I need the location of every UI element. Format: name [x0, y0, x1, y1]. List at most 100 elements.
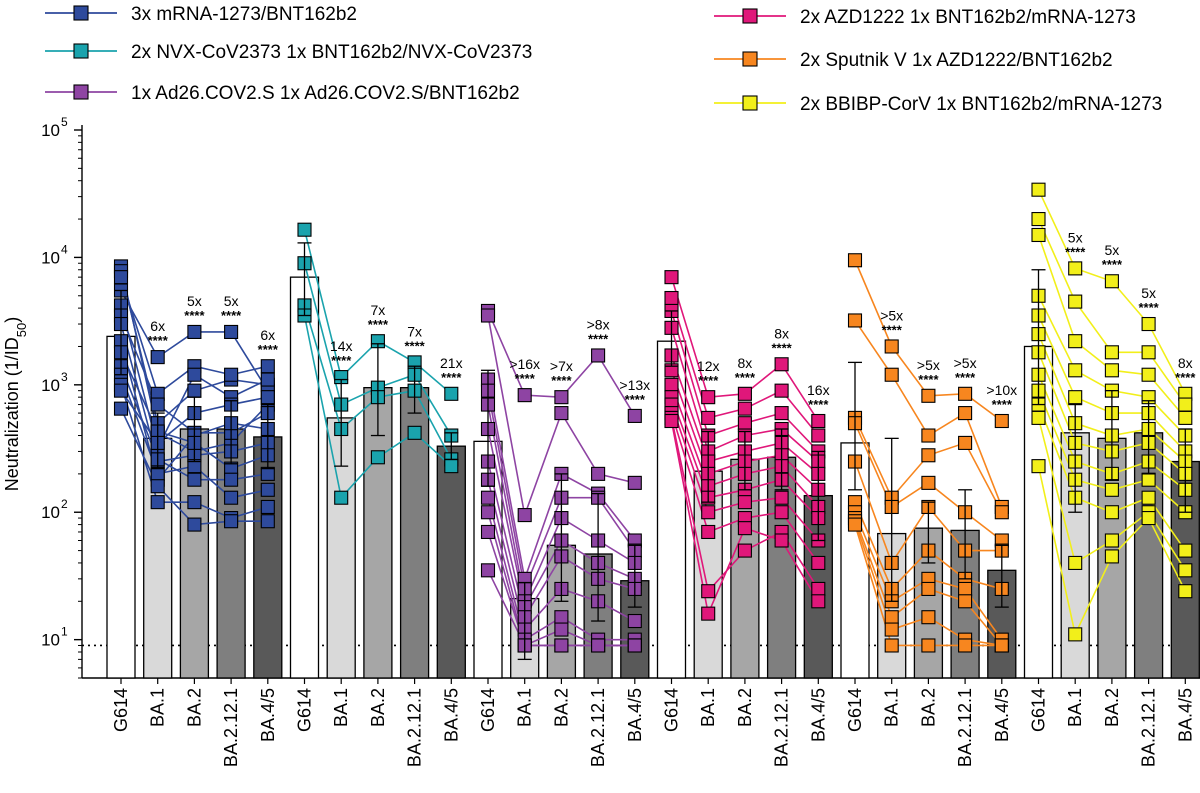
data-point [1104, 533, 1119, 548]
legend-marker [73, 84, 89, 100]
x-tick-label: BA.1 [515, 688, 535, 727]
data-point [150, 479, 165, 494]
significance-label: **** [221, 308, 242, 323]
x-tick-label: BA.2.12.1 [588, 688, 608, 767]
data-point [701, 606, 716, 621]
group-2: 14x****7x**** 7x****21x****G614 BA.1 BA.2 BA… [289, 222, 466, 767]
significance-label: **** [441, 370, 462, 385]
data-point [187, 383, 202, 398]
data-point [297, 222, 312, 237]
data-point [187, 472, 202, 487]
data-point [224, 514, 239, 529]
data-point [260, 514, 275, 529]
significance-label: **** [918, 372, 939, 387]
significance-label: **** [808, 397, 829, 412]
legend-item-4: 2x AZD1222 1x BNT162b2/mRNA-1273 [714, 7, 1136, 28]
data-point [774, 505, 789, 520]
x-tick-label: BA.2 [184, 688, 204, 727]
fold-change-label: 14x [330, 338, 353, 354]
data-point [224, 324, 239, 340]
significance-label: **** [992, 397, 1013, 412]
data-point [113, 401, 129, 416]
data-point [1141, 367, 1156, 382]
data-point [1104, 482, 1119, 497]
y-tick-label: 10 [41, 631, 60, 650]
group-5: >5x****>5x****>5x****>10x****G614 BA.1 BA.… [840, 253, 1017, 767]
x-tick-label: BA.2.12.1 [772, 688, 792, 767]
data-point [260, 466, 275, 481]
data-point [1141, 345, 1156, 360]
data-point [847, 313, 863, 328]
x-tick-label: G614 [845, 688, 865, 732]
legend-item-3: 1x Ad26.COV2.S 1x Ad26.COV2.S/BNT162b2 [45, 83, 520, 104]
fold-change-label: >5x [954, 355, 977, 371]
x-tick-label: BA.2 [368, 688, 388, 727]
x-tick-label: BA.4/5 [258, 688, 278, 742]
data-point [187, 367, 202, 382]
data-point [444, 386, 459, 401]
fold-change-label: >5x [917, 357, 940, 373]
data-point [774, 406, 789, 421]
significance-label: **** [588, 331, 609, 346]
legend-label: 1x Ad26.COV2.S 1x Ad26.COV2.S/BNT162b2 [131, 83, 520, 104]
legend-label: 2x NVX-CoV2373 1x BNT162b2/NVX-CoV2373 [131, 42, 532, 63]
legend-label: 2x AZD1222 1x BNT162b2/mRNA-1273 [800, 7, 1136, 28]
group-4: 12x****8x****8x****16x****G614 BA.1 BA.2 BA… [656, 270, 833, 767]
data-point [1031, 227, 1046, 243]
fold-change-label: 5x [1068, 229, 1083, 245]
data-point [591, 466, 606, 481]
group-6: 5x**** 5x****5x****8x****G614 BA.1 BA.2 BA.2… [1023, 182, 1200, 767]
fold-change-label: >10x [986, 382, 1017, 398]
y-tick-label: 10 [41, 376, 60, 395]
data-point [1031, 459, 1046, 474]
fold-change-label: 5x [187, 293, 202, 309]
significance-label: **** [184, 308, 205, 323]
x-tick-label: BA.2.12.1 [221, 688, 241, 767]
significance-label: **** [625, 392, 646, 407]
data-point [1068, 390, 1083, 405]
data-point [1031, 212, 1046, 227]
data-point [187, 517, 202, 532]
x-tick-label: G614 [662, 688, 682, 732]
data-point [737, 543, 752, 558]
legend: 3x mRNA-1273/BNT162b2 2x NVX-CoV2373 1x B… [45, 4, 1162, 115]
data-point [591, 638, 606, 653]
x-tick-label: BA.1 [1065, 688, 1085, 727]
fold-change-label: 8x [738, 355, 753, 371]
legend-item-6: 2x BBIBP-CorV 1x BNT162b2/mRNA-1273 [714, 94, 1162, 115]
data-point [774, 533, 789, 548]
significance-label: **** [1138, 300, 1159, 315]
data-point [187, 324, 202, 340]
data-point [517, 388, 532, 403]
data-point [884, 622, 899, 637]
data-point [260, 482, 275, 497]
legend-marker [73, 5, 89, 21]
significance-label: **** [515, 371, 536, 386]
x-tick-label: BA.1 [882, 688, 902, 727]
x-tick-label: BA.2 [918, 688, 938, 727]
x-tick-label: BA.2 [735, 688, 755, 727]
x-tick-label: BA.4/5 [1175, 688, 1195, 742]
data-point [480, 490, 496, 505]
data-point [627, 613, 642, 629]
significance-label: **** [148, 333, 169, 348]
data-point [260, 499, 275, 515]
fold-change-label: 16x [807, 382, 830, 398]
data-point [480, 524, 496, 540]
data-point [1141, 316, 1156, 332]
data-point [811, 594, 826, 609]
x-tick-label: G614 [1029, 688, 1049, 732]
fold-change-label: 6x [150, 318, 165, 334]
data-point [1178, 543, 1193, 558]
data-point [884, 610, 899, 625]
data-point [921, 581, 936, 596]
data-point [737, 401, 752, 416]
x-tick-label: BA.2 [551, 688, 571, 727]
data-point [664, 290, 679, 306]
legend-marker [73, 43, 89, 59]
data-point [113, 383, 129, 398]
data-point [517, 508, 532, 523]
x-tick-label: BA.1 [148, 688, 168, 727]
data-point [774, 490, 789, 505]
